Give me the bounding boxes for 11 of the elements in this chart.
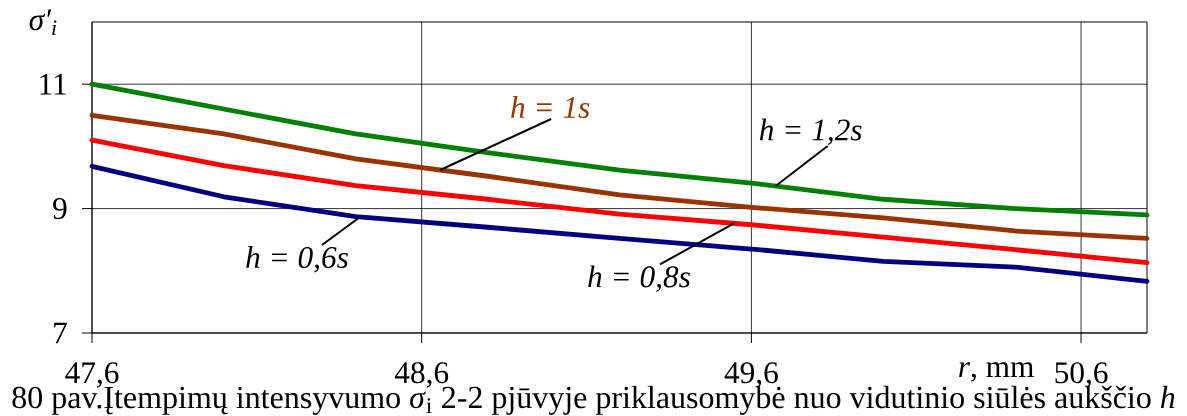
x-tick-label: 47,6 xyxy=(65,362,119,388)
y-tick-label: 11 xyxy=(40,73,66,95)
y-axis-title: σ′$_{i}$ xyxy=(29,9,57,35)
series-label: h = 1,2s xyxy=(759,118,862,146)
series-label: h = 1s xyxy=(511,95,590,118)
x-tick-label: 48,6 xyxy=(394,362,449,388)
x-axis-title: r, mm xyxy=(959,362,1034,382)
series-label: h = 0,6s xyxy=(246,246,348,273)
y-tick-label: 9 xyxy=(53,198,67,220)
series-label: h = 0,8s xyxy=(588,265,690,292)
y-tick-label: 7 xyxy=(54,322,67,344)
